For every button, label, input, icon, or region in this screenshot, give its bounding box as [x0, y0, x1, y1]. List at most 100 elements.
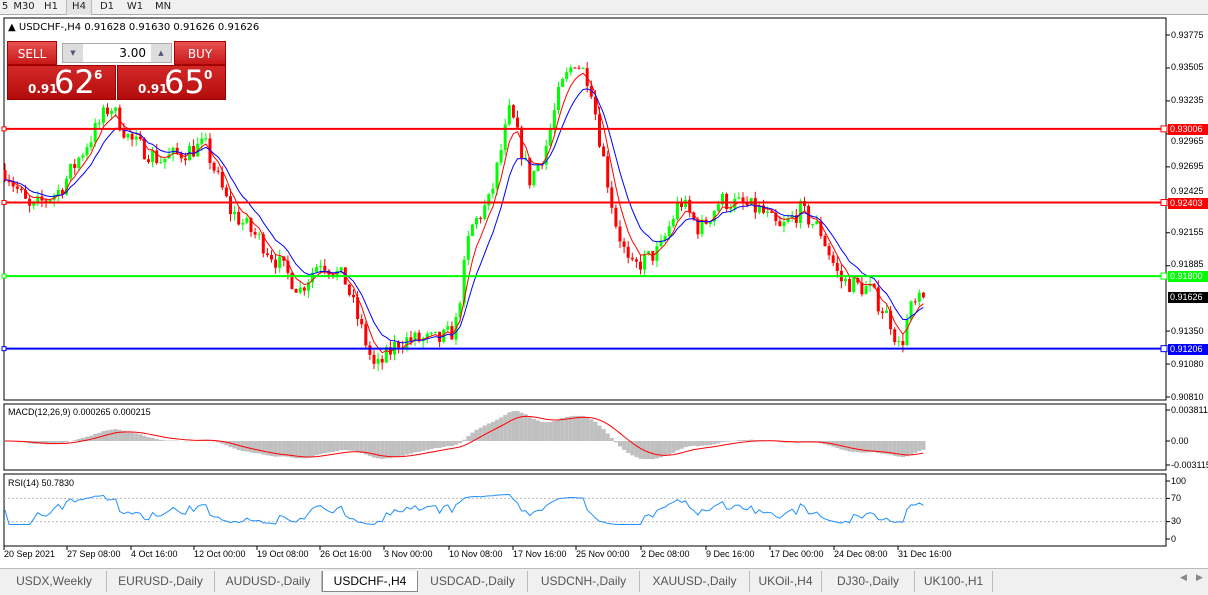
- candle-body: [352, 294, 355, 298]
- candle-body: [602, 146, 606, 157]
- timeframe-5[interactable]: 5: [1, 1, 9, 12]
- tab-audusd-daily[interactable]: AUDUSD-,Daily: [215, 571, 322, 592]
- macd-bar: [117, 429, 122, 441]
- time-tick: 10 Nov 08:00: [449, 549, 503, 559]
- candle-body: [175, 147, 179, 154]
- candle-body: [778, 221, 782, 227]
- level-handle[interactable]: [1, 346, 7, 352]
- tab-ukoil-h4[interactable]: UKOil-,H4: [750, 571, 822, 592]
- macd-bar: [52, 441, 57, 445]
- current-price-label: 0.91626: [1168, 292, 1208, 304]
- tab-xauusd-daily[interactable]: XAUUSD-,Daily: [640, 571, 750, 592]
- time-tick: 20 Sep 2021: [4, 549, 56, 559]
- macd-bar: [654, 441, 659, 459]
- sell-button[interactable]: SELL: [7, 41, 57, 65]
- candle-body: [671, 218, 675, 227]
- candle-body: [721, 193, 724, 205]
- candle-body: [114, 107, 118, 112]
- candle-body: [667, 226, 671, 237]
- candle-body: [675, 202, 679, 219]
- tab-usdcnh-daily[interactable]: USDCNH-,Daily: [528, 571, 640, 592]
- candle-body: [339, 267, 343, 271]
- macd-bar: [679, 441, 684, 449]
- candle-body: [921, 292, 925, 298]
- candle-body: [659, 240, 663, 246]
- candle-body: [323, 265, 327, 271]
- tab-dj30-daily[interactable]: DJ30-,Daily: [822, 571, 915, 592]
- decrease-lot-icon[interactable]: ▼: [63, 44, 83, 62]
- macd-bar: [257, 441, 262, 454]
- candle-body: [745, 203, 749, 206]
- candle-body: [507, 105, 511, 125]
- timeframe-H4[interactable]: H4: [66, 0, 92, 15]
- rsi-tick: 0: [1171, 533, 1177, 544]
- macd-bar: [261, 441, 266, 455]
- timeframe-H1[interactable]: H1: [44, 1, 58, 12]
- tab-scroll-left-icon[interactable]: ◀: [1180, 573, 1187, 583]
- candle-body: [48, 199, 52, 202]
- macd-bar: [458, 441, 463, 444]
- tab-usdcad-daily[interactable]: USDCAD-,Daily: [418, 571, 528, 592]
- level-price-label: 0.92403: [1168, 197, 1208, 209]
- candle-body: [729, 208, 733, 210]
- macd-bar: [150, 437, 155, 441]
- sell-price[interactable]: 0.91 62 6: [7, 63, 116, 101]
- level-handle[interactable]: [1160, 125, 1168, 133]
- level-handle[interactable]: [1, 126, 7, 132]
- buy-price[interactable]: 0.91 65 0: [117, 63, 226, 101]
- macd-bar: [404, 441, 409, 455]
- candle-body: [626, 246, 630, 258]
- macd-bar: [56, 441, 61, 444]
- macd-bar: [244, 441, 249, 452]
- macd-tick: -0.003115: [1171, 459, 1208, 470]
- candle-body: [241, 222, 245, 225]
- tab-uk100-h1[interactable]: UK100-,H1: [915, 571, 993, 592]
- macd-bar: [671, 441, 676, 453]
- macd-bar: [216, 441, 221, 443]
- candle-body: [688, 199, 692, 213]
- candle-body: [212, 162, 216, 171]
- timeframe-W1[interactable]: W1: [126, 1, 144, 12]
- level-handle[interactable]: [1, 200, 7, 206]
- level-handle[interactable]: [1160, 272, 1168, 280]
- buy-button[interactable]: BUY: [174, 41, 226, 65]
- timeframe-D1[interactable]: D1: [99, 1, 115, 12]
- macd-bar: [560, 418, 565, 441]
- level-handle[interactable]: [1160, 199, 1168, 207]
- increase-lot-icon[interactable]: ▲: [151, 44, 171, 62]
- tab-usdx-weekly[interactable]: USDX,Weekly: [2, 571, 107, 592]
- lot-value[interactable]: 3.00: [119, 46, 146, 60]
- macd-bar: [687, 441, 692, 447]
- timeframe-M30[interactable]: M30: [13, 1, 35, 12]
- rsi-tick: 70: [1171, 492, 1182, 503]
- time-tick: 12 Oct 00:00: [194, 549, 246, 559]
- macd-bar: [281, 441, 286, 457]
- timeframe-MN[interactable]: MN: [154, 1, 172, 12]
- macd-bar: [347, 441, 352, 451]
- macd-bar: [249, 441, 254, 453]
- macd-bar: [712, 441, 717, 445]
- tab-usdchf-h4[interactable]: USDCHF-,H4: [322, 571, 418, 592]
- macd-bar: [511, 411, 516, 441]
- macd-bar: [310, 441, 315, 457]
- macd-bar: [741, 440, 746, 441]
- time-tick: 24 Dec 08:00: [834, 549, 888, 559]
- level-handle[interactable]: [1160, 345, 1168, 353]
- level-handle[interactable]: [1, 273, 7, 279]
- macd-bar: [212, 441, 217, 442]
- macd-bar: [437, 441, 442, 448]
- candle-body: [532, 171, 536, 186]
- candle-body: [725, 193, 729, 209]
- tab-eurusd-daily[interactable]: EURUSD-,Daily: [107, 571, 215, 592]
- candle-body: [737, 197, 741, 199]
- candle-body: [565, 72, 569, 79]
- candle-body: [458, 303, 462, 318]
- candle-body: [885, 310, 888, 313]
- macd-bar: [704, 441, 709, 446]
- lot-size-input[interactable]: ▼ 3.00 ▲: [62, 43, 172, 63]
- rsi-tick: 100: [1171, 475, 1187, 486]
- macd-bar: [273, 441, 278, 457]
- macd-bar: [695, 441, 700, 447]
- tab-scroll-right-icon[interactable]: ▶: [1196, 573, 1203, 583]
- chart-canvas[interactable]: [0, 15, 1208, 568]
